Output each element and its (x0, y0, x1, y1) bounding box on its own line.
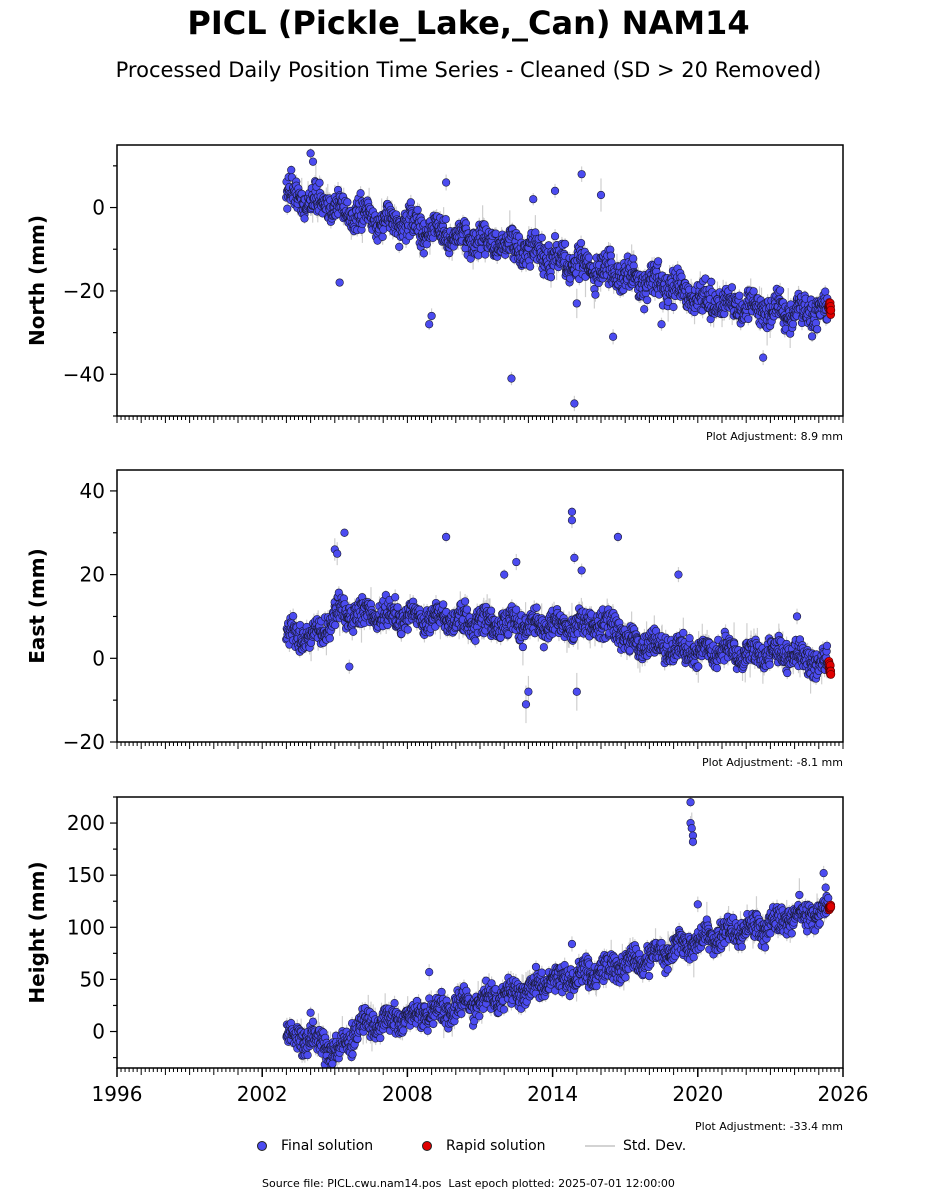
final-solution-point (425, 320, 434, 329)
final-solution-point (343, 198, 352, 207)
rapid-solution-point (826, 305, 836, 315)
chart-subtitle: Processed Daily Position Time Series - C… (115, 58, 822, 82)
final-solution-point (735, 291, 744, 300)
final-solution-point (537, 233, 546, 242)
final-solution-point (300, 214, 309, 223)
panel-1: −40 −20 0 North (mm) Plot Adjustment: 8.9 mm (25, 144, 844, 443)
final-solution-point (759, 353, 768, 362)
final-solution-point (335, 278, 344, 287)
final-solution-point (507, 374, 516, 383)
final-solution-point (283, 204, 292, 213)
final-solution-point (657, 320, 666, 329)
final-solution-point (821, 287, 830, 296)
axes-frame (116, 144, 844, 417)
data-layer (282, 148, 836, 412)
final-solution-point (629, 254, 638, 263)
final-solution-point (654, 257, 663, 266)
final-solution-point (776, 286, 785, 295)
chart-title: PICL (Pickle_Lake,_Can) NAM14 (187, 4, 750, 42)
final-solution-point (788, 320, 798, 329)
final-solution-point (526, 262, 535, 271)
final-solution-point (669, 302, 678, 312)
final-solution-point (643, 295, 652, 305)
final-solution-point (441, 215, 450, 224)
final-solution-point (596, 190, 606, 200)
final-solution-point (378, 232, 387, 241)
final-solution-point (315, 178, 324, 187)
final-solution-point (419, 249, 428, 258)
final-solution-point (576, 238, 586, 248)
data-layer (282, 506, 836, 724)
y-axis-label: North (mm) (25, 215, 49, 346)
final-solution-point (560, 239, 570, 248)
final-solution-point (707, 277, 716, 286)
final-solution-point (413, 205, 422, 215)
final-solution-point (640, 305, 649, 314)
final-solution-point (287, 165, 296, 175)
final-solution-point (427, 311, 436, 321)
final-solution-point (356, 189, 365, 198)
final-solution-point (481, 250, 490, 259)
final-solution-point (546, 273, 556, 282)
final-solution-point (550, 232, 560, 241)
final-solution-point (550, 186, 560, 195)
final-solution-point (606, 251, 615, 260)
final-solution-point (744, 314, 753, 324)
final-solution-point (572, 299, 581, 308)
final-solution-point (570, 399, 579, 408)
final-solution-point (289, 612, 298, 621)
final-solution-point (308, 157, 318, 166)
final-solution-point (813, 325, 822, 334)
final-solution-point (808, 332, 817, 341)
final-solution-point (442, 178, 451, 187)
y-tick-label: −40 (63, 362, 105, 386)
final-solution-point (727, 283, 737, 292)
final-solution-point (306, 149, 315, 158)
final-solution-point (591, 290, 600, 299)
final-solution-point (395, 242, 404, 251)
y-tick-label: −20 (63, 279, 105, 303)
plot-adjustment-note: Plot Adjustment: 8.9 mm (706, 430, 843, 443)
final-solution-point (608, 332, 618, 341)
final-solution-point (529, 195, 538, 204)
final-solution-point (749, 287, 758, 296)
y-tick-label: 0 (92, 196, 105, 220)
final-solution-point (577, 170, 586, 179)
final-solution-point (584, 253, 594, 262)
